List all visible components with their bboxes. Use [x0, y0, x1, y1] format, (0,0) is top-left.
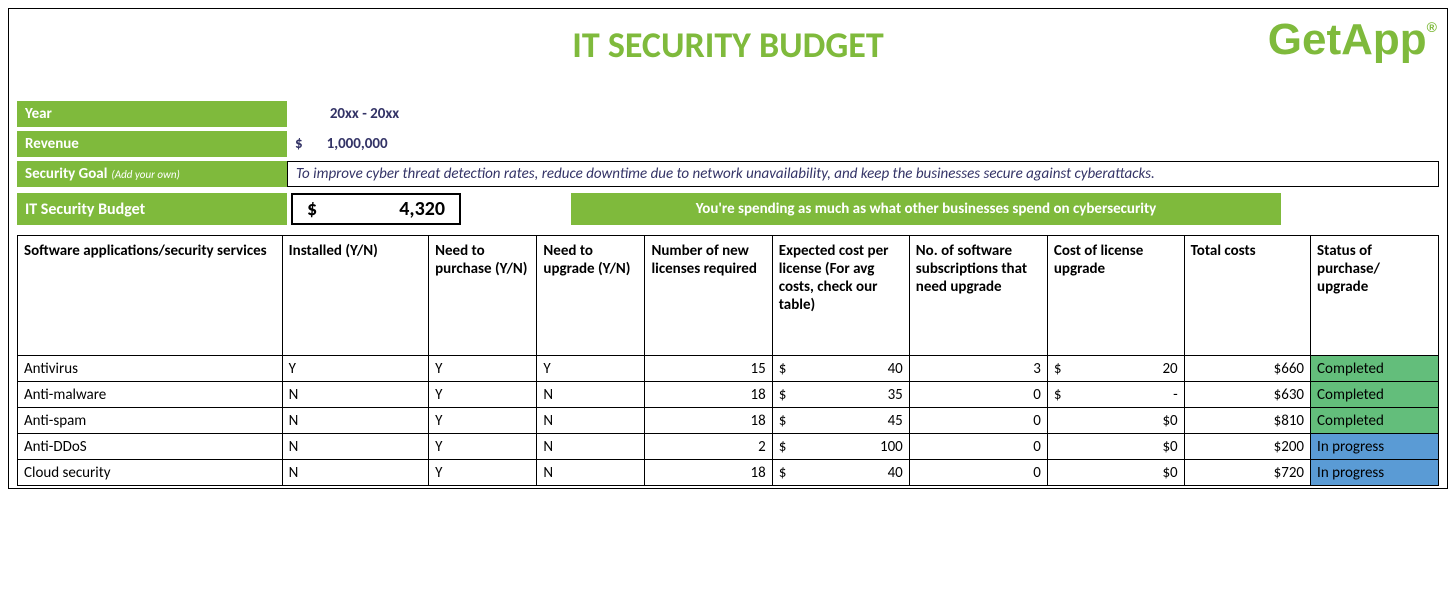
cell-need-purchase[interactable]: Y [429, 434, 537, 460]
cell-installed[interactable]: N [282, 408, 428, 434]
budget-label: IT Security Budget [17, 193, 287, 225]
table-body: AntivirusYYY15$403$20$660CompletedAnti-m… [18, 356, 1439, 486]
cell-total[interactable]: $660 [1184, 356, 1310, 382]
cell-need-purchase[interactable]: Y [429, 408, 537, 434]
cell-need-upgrade[interactable]: N [537, 434, 645, 460]
info-section: Year 20xx - 20xx Revenue $ 1,000,000 Sec… [9, 101, 1447, 225]
col-header-installed: Installed (Y/N) [282, 236, 428, 356]
cell-cost-per[interactable]: $40 [772, 460, 909, 486]
cell-cost-per[interactable]: $45 [772, 408, 909, 434]
cell-total[interactable]: $720 [1184, 460, 1310, 486]
budget-message: You're spending as much as what other bu… [571, 193, 1281, 225]
cell-upgrade-cost[interactable]: $0 [1047, 408, 1184, 434]
cell-status[interactable]: Completed [1311, 408, 1439, 434]
table-row: Anti-malwareNYN18$350$-$630Completed [18, 382, 1439, 408]
cell-licenses[interactable]: 18 [645, 460, 772, 486]
col-header-upgrade: Need to upgrade (Y/N) [537, 236, 645, 356]
year-row: Year 20xx - 20xx [17, 101, 1439, 127]
header-row: Software applications/security services … [18, 236, 1439, 356]
table-row: Anti-spamNYN18$450$0$810Completed [18, 408, 1439, 434]
logo-reg: ® [1427, 19, 1437, 35]
budget-value[interactable]: $ 4,320 [291, 193, 461, 225]
cell-subs[interactable]: 0 [909, 460, 1047, 486]
goal-label: Security Goal (Add your own) [17, 161, 287, 187]
cell-status[interactable]: Completed [1311, 356, 1439, 382]
cell-need-purchase[interactable]: Y [429, 382, 537, 408]
page-title: IT SECURITY BUDGET [572, 23, 883, 67]
cell-total[interactable]: $810 [1184, 408, 1310, 434]
cell-need-upgrade[interactable]: N [537, 460, 645, 486]
cell-installed[interactable]: N [282, 382, 428, 408]
cell-upgrade-cost[interactable]: $- [1047, 382, 1184, 408]
cell-software[interactable]: Antivirus [18, 356, 283, 382]
cell-total[interactable]: $200 [1184, 434, 1310, 460]
cell-subs[interactable]: 0 [909, 382, 1047, 408]
table-row: Cloud securityNYN18$400$0$720In progress [18, 460, 1439, 486]
cell-software[interactable]: Cloud security [18, 460, 283, 486]
budget-symbol: $ [307, 197, 317, 221]
cell-status[interactable]: Completed [1311, 382, 1439, 408]
table-row: AntivirusYYY15$403$20$660Completed [18, 356, 1439, 382]
goal-value[interactable]: To improve cyber threat detection rates,… [287, 161, 1439, 187]
document-frame: IT SECURITY BUDGET GetApp® Year 20xx - 2… [8, 8, 1448, 489]
budget-table: Software applications/security services … [17, 235, 1439, 486]
budget-amount: 4,320 [399, 197, 445, 221]
col-header-costper: Expected cost per license (For avg costs… [772, 236, 909, 356]
cell-upgrade-cost[interactable]: $0 [1047, 460, 1184, 486]
col-header-subs: No. of software subscriptions that need … [909, 236, 1047, 356]
year-label: Year [17, 101, 287, 127]
budget-row: IT Security Budget $ 4,320 You're spendi… [17, 193, 1439, 225]
cell-need-purchase[interactable]: Y [429, 460, 537, 486]
revenue-label: Revenue [17, 131, 287, 157]
logo: GetApp® [1268, 15, 1437, 65]
goal-label-text: Security Goal [25, 165, 107, 183]
cell-software[interactable]: Anti-malware [18, 382, 283, 408]
cell-installed[interactable]: Y [282, 356, 428, 382]
cell-cost-per[interactable]: $40 [772, 356, 909, 382]
goal-hint: (Add your own) [111, 168, 179, 181]
cell-installed[interactable]: N [282, 460, 428, 486]
cell-subs[interactable]: 0 [909, 408, 1047, 434]
col-header-total: Total costs [1184, 236, 1310, 356]
cell-need-upgrade[interactable]: N [537, 382, 645, 408]
cell-cost-per[interactable]: $100 [772, 434, 909, 460]
goal-row: Security Goal (Add your own) To improve … [17, 161, 1439, 187]
revenue-symbol: $ [295, 135, 303, 153]
cell-subs[interactable]: 0 [909, 434, 1047, 460]
col-header-purchase: Need to purchase (Y/N) [429, 236, 537, 356]
cell-installed[interactable]: N [282, 434, 428, 460]
cell-need-purchase[interactable]: Y [429, 356, 537, 382]
col-header-upgcost: Cost of license upgrade [1047, 236, 1184, 356]
revenue-amount: 1,000,000 [327, 135, 388, 153]
cell-upgrade-cost[interactable]: $0 [1047, 434, 1184, 460]
cell-licenses[interactable]: 2 [645, 434, 772, 460]
cell-licenses[interactable]: 15 [645, 356, 772, 382]
cell-need-upgrade[interactable]: Y [537, 356, 645, 382]
col-header-software: Software applications/security services [18, 236, 283, 356]
col-header-licenses: Number of new licenses required [645, 236, 772, 356]
header: IT SECURITY BUDGET GetApp® [9, 13, 1447, 93]
cell-licenses[interactable]: 18 [645, 408, 772, 434]
logo-text: GetApp [1268, 15, 1427, 64]
cell-total[interactable]: $630 [1184, 382, 1310, 408]
cell-cost-per[interactable]: $35 [772, 382, 909, 408]
cell-software[interactable]: Anti-spam [18, 408, 283, 434]
cell-upgrade-cost[interactable]: $20 [1047, 356, 1184, 382]
year-value[interactable]: 20xx - 20xx [287, 101, 442, 127]
col-header-status: Status of purchase/ upgrade [1311, 236, 1439, 356]
revenue-value[interactable]: $ 1,000,000 [287, 131, 442, 157]
cell-subs[interactable]: 3 [909, 356, 1047, 382]
cell-status[interactable]: In progress [1311, 460, 1439, 486]
cell-licenses[interactable]: 18 [645, 382, 772, 408]
table-row: Anti-DDoSNYN2$1000$0$200In progress [18, 434, 1439, 460]
cell-status[interactable]: In progress [1311, 434, 1439, 460]
cell-software[interactable]: Anti-DDoS [18, 434, 283, 460]
table-header: Software applications/security services … [18, 236, 1439, 356]
revenue-row: Revenue $ 1,000,000 [17, 131, 1439, 157]
cell-need-upgrade[interactable]: N [537, 408, 645, 434]
